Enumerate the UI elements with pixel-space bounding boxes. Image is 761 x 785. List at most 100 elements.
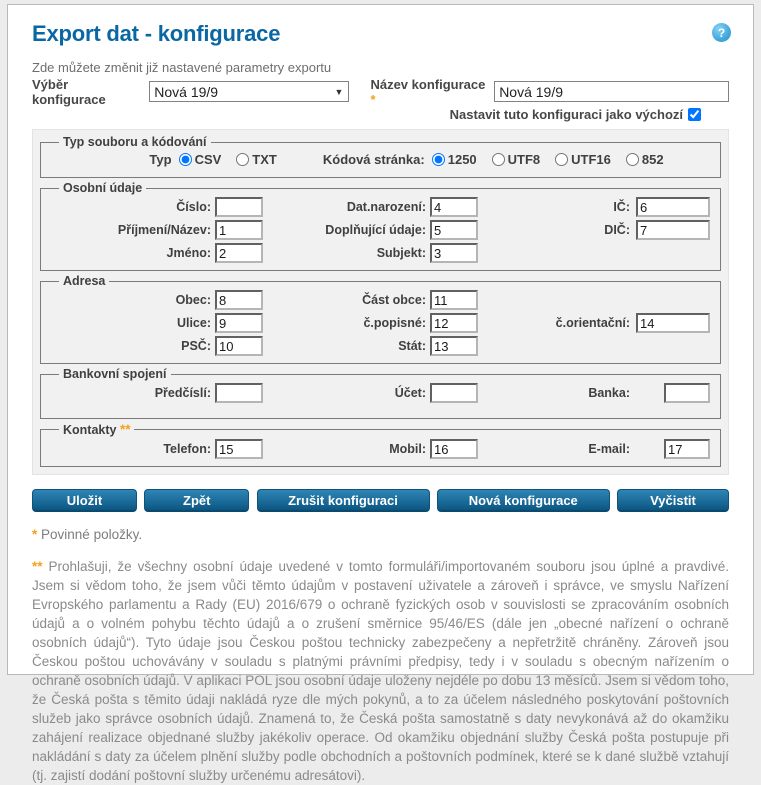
field-label: Dat.narození: (346, 200, 426, 214)
field-label: Část obce: (362, 293, 426, 307)
radio-1250[interactable] (431, 153, 445, 166)
input-email[interactable] (664, 439, 710, 459)
encoding-label: Kódová stránka: (322, 152, 425, 167)
radio-852[interactable] (625, 153, 639, 166)
input-mobil[interactable] (430, 439, 478, 459)
export-config-page: Export dat - konfigurace ? Zde můžete zm… (7, 4, 754, 783)
field-label: Stát: (398, 339, 426, 353)
cancel-config-button[interactable]: Zrušit konfiguraci (256, 489, 430, 512)
field-label: Účet: (394, 386, 426, 400)
required-asterisk: * (32, 527, 38, 542)
radio-csv[interactable] (178, 153, 192, 166)
input-ucet[interactable] (430, 383, 478, 403)
field-label: Ulice: (176, 316, 211, 330)
field-label: Jméno: (166, 246, 211, 260)
default-config-row: Nastavit tuto konfiguraci jako výchozí (32, 106, 729, 123)
radio-txt-label: TXT (252, 152, 277, 167)
personal-section: Osobní údaje Číslo: Dat.narození: IČ: Př… (40, 181, 721, 271)
contacts-section: Kontakty ** Telefon: Mobil: E-mail: (40, 422, 721, 467)
input-cislo[interactable] (215, 197, 263, 217)
new-config-button[interactable]: Nová konfigurace (436, 489, 610, 512)
input-dat-narozeni[interactable] (430, 197, 478, 217)
file-type-row: Typ CSV TXT Kódová stránka: 1250 UTF8 UT… (111, 149, 710, 170)
contacts-legend: Kontakty ** (63, 422, 131, 437)
page-subtitle: Zde můžete změnit již nastavené parametr… (32, 60, 332, 75)
field-label: Subjekt: (376, 246, 426, 260)
bank-section: Bankovní spojení Předčíslí: Účet: Banka: (40, 367, 721, 419)
back-button[interactable]: Zpět (144, 489, 250, 512)
consent-asterisks: ** (32, 559, 43, 574)
input-telefon[interactable] (215, 439, 263, 459)
page-title: Export dat - konfigurace (32, 21, 281, 46)
field-label: PSČ: (181, 339, 211, 353)
config-name-label: Název konfigurace * (370, 76, 486, 107)
config-select-value: Nová 19/9 (154, 83, 219, 100)
field-label: Příjmení/Název: (117, 223, 211, 237)
form-panel: Typ souboru a kódování Typ CSV TXT Kódov… (32, 129, 729, 475)
field-label: Číslo: (176, 200, 211, 214)
clear-button[interactable]: Vyčistit (617, 489, 729, 512)
input-banka[interactable] (664, 383, 710, 403)
field-label: Doplňující údaje: (325, 223, 426, 237)
input-subjekt[interactable] (430, 243, 478, 263)
field-label: č.orientační: (555, 316, 630, 330)
input-ulice[interactable] (215, 313, 263, 333)
radio-utf16-label: UTF16 (571, 152, 611, 167)
radio-utf16[interactable] (555, 153, 569, 166)
field-label: Telefon: (163, 442, 211, 456)
field-label: IČ: (613, 200, 630, 214)
input-dic[interactable] (636, 220, 710, 240)
field-label: Mobil: (389, 442, 426, 456)
bank-grid: Předčíslí: Účet: Banka: (51, 381, 710, 403)
radio-852-label: 852 (641, 152, 664, 167)
type-label: Typ (149, 152, 172, 167)
personal-grid: Číslo: Dat.narození: IČ: Příjmení/Název:… (51, 195, 710, 263)
button-row: Uložit Zpět Zrušit konfiguraci Nová konf… (32, 489, 729, 512)
consent-asterisks: ** (119, 422, 131, 437)
config-select-label: Výběr konfigurace (32, 76, 106, 107)
screen: Export dat - konfigurace ? Zde můžete zm… (7, 4, 754, 783)
input-jmeno[interactable] (215, 243, 263, 263)
bank-legend: Bankovní spojení (63, 367, 167, 381)
radio-csv-label: CSV (194, 152, 222, 167)
field-label: č.popisné: (363, 316, 426, 330)
address-legend: Adresa (63, 274, 106, 288)
file-type-legend: Typ souboru a kódování (63, 135, 207, 149)
field-label: Předčíslí: (154, 386, 211, 400)
input-prijmeni-nazev[interactable] (215, 220, 263, 240)
field-label: Obec: (175, 293, 211, 307)
config-name-input[interactable] (494, 81, 729, 102)
input-obec[interactable] (215, 290, 263, 310)
radio-utf8-label: UTF8 (507, 152, 541, 167)
default-config-label: Nastavit tuto konfiguraci jako výchozí (449, 107, 683, 122)
radio-utf8[interactable] (491, 153, 505, 166)
address-grid: Obec: Část obce: Ulice: č.popisné: č.ori… (51, 288, 710, 356)
type-radio-group: Typ CSV TXT (149, 152, 284, 167)
personal-legend: Osobní údaje (63, 181, 143, 195)
contacts-grid: Telefon: Mobil: E-mail: (51, 437, 710, 459)
input-doplnujici-udaje[interactable] (430, 220, 478, 240)
input-psc[interactable] (215, 336, 263, 356)
config-select[interactable]: Nová 19/9 ▼ (149, 81, 350, 102)
config-row: Výběr konfigurace Nová 19/9 ▼ Název konf… (32, 77, 729, 107)
save-button[interactable]: Uložit (32, 489, 137, 512)
help-icon[interactable]: ? (712, 23, 731, 42)
consent-text: Prohlašuji, že všechny osobní údaje uved… (32, 559, 729, 783)
file-type-section: Typ souboru a kódování Typ CSV TXT Kódov… (40, 135, 721, 178)
field-label: E-mail: (588, 442, 630, 456)
input-cast-obce[interactable] (430, 290, 478, 310)
input-ic[interactable] (636, 197, 710, 217)
consent-paragraph: ** Prohlašuji, že všechny osobní údaje u… (32, 557, 729, 785)
input-predcisli[interactable] (215, 383, 263, 403)
required-note: * Povinné položky. (32, 527, 143, 542)
input-c-popisne[interactable] (430, 313, 478, 333)
field-label: DIČ: (604, 223, 630, 237)
input-c-orientacni[interactable] (636, 313, 710, 333)
address-section: Adresa Obec: Část obce: Ulice: č.popisné… (40, 274, 721, 364)
required-asterisk: * (370, 91, 376, 107)
input-stat[interactable] (430, 336, 478, 356)
radio-txt[interactable] (236, 153, 250, 166)
field-label: Banka: (588, 386, 630, 400)
radio-1250-label: 1250 (447, 152, 477, 167)
default-config-checkbox[interactable] (688, 108, 701, 121)
